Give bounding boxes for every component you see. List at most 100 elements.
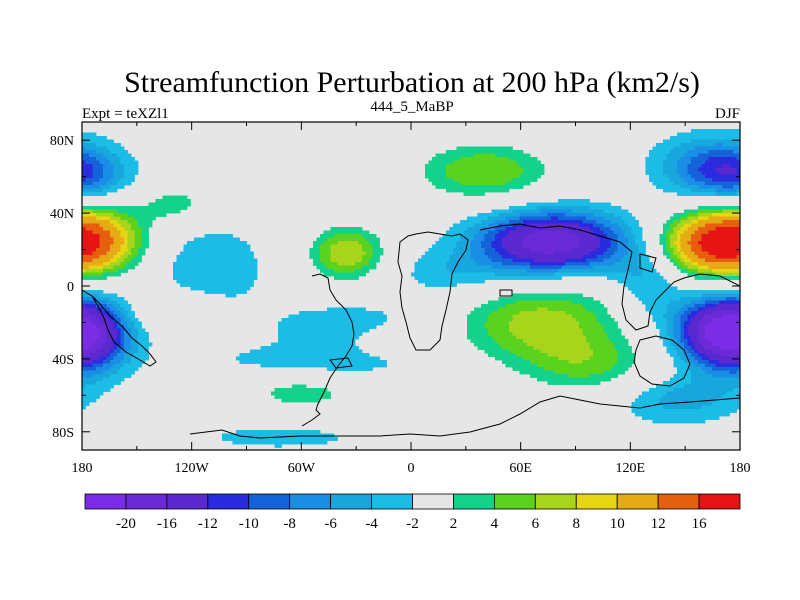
field-cell bbox=[127, 157, 132, 161]
field-cell bbox=[565, 269, 569, 273]
field-cell bbox=[89, 304, 93, 308]
field-cell bbox=[701, 237, 706, 242]
field-cell bbox=[495, 311, 499, 315]
field-cell bbox=[544, 227, 548, 231]
field-cell bbox=[187, 262, 191, 266]
field-cell bbox=[698, 213, 702, 217]
field-cell bbox=[533, 314, 538, 319]
field-cell bbox=[505, 251, 510, 256]
field-cell bbox=[708, 269, 713, 273]
field-cell bbox=[530, 293, 534, 298]
field-cell bbox=[698, 314, 702, 319]
field-cell bbox=[92, 325, 97, 329]
field-cell bbox=[85, 153, 90, 158]
field-cell bbox=[719, 251, 723, 256]
field-cell bbox=[561, 321, 566, 326]
field-cell bbox=[250, 269, 254, 273]
field-cell bbox=[446, 234, 450, 238]
field-cell bbox=[519, 227, 524, 231]
field-cell bbox=[589, 262, 594, 266]
field-cell bbox=[684, 174, 688, 179]
field-cell bbox=[649, 286, 653, 291]
field-cell bbox=[306, 318, 310, 322]
field-cell bbox=[113, 216, 118, 221]
field-cell bbox=[92, 262, 97, 266]
field-cell bbox=[736, 216, 740, 221]
field-cell bbox=[554, 209, 559, 214]
field-cell bbox=[694, 164, 699, 168]
field-cell bbox=[687, 234, 692, 238]
field-cell bbox=[330, 332, 335, 336]
field-cell bbox=[113, 143, 118, 147]
field-cell bbox=[110, 171, 114, 175]
field-cell bbox=[523, 293, 527, 298]
field-cell bbox=[435, 276, 440, 280]
field-cell bbox=[705, 185, 709, 189]
field-cell bbox=[320, 321, 324, 326]
field-cell bbox=[229, 248, 233, 252]
field-cell bbox=[89, 220, 93, 224]
field-cell bbox=[512, 174, 517, 179]
field-cell bbox=[460, 167, 464, 172]
field-cell bbox=[505, 241, 510, 245]
field-cell bbox=[341, 255, 345, 259]
field-cell bbox=[544, 230, 548, 235]
field-cell bbox=[673, 171, 678, 175]
field-cell bbox=[715, 328, 720, 333]
field-cell bbox=[526, 241, 531, 245]
field-cell bbox=[488, 223, 492, 228]
field-cell bbox=[561, 248, 566, 252]
field-cell bbox=[92, 335, 97, 340]
field-cell bbox=[358, 332, 363, 336]
field-cell bbox=[498, 146, 503, 151]
field-cell bbox=[572, 202, 576, 207]
field-cell bbox=[719, 136, 723, 140]
field-cell bbox=[586, 265, 590, 270]
field-cell bbox=[586, 321, 590, 326]
field-cell bbox=[733, 185, 737, 189]
field-cell bbox=[495, 265, 499, 270]
field-cell bbox=[712, 304, 716, 308]
field-cell bbox=[376, 321, 380, 326]
field-cell bbox=[327, 251, 331, 256]
field-cell bbox=[323, 272, 328, 277]
field-cell bbox=[547, 241, 552, 245]
field-cell bbox=[334, 230, 338, 235]
field-cell bbox=[89, 244, 93, 249]
field-cell bbox=[481, 223, 485, 228]
field-cell bbox=[502, 164, 506, 168]
field-cell bbox=[92, 255, 97, 259]
field-cell bbox=[589, 300, 594, 305]
field-cell bbox=[523, 220, 527, 224]
field-cell bbox=[495, 300, 499, 305]
field-cell bbox=[449, 150, 454, 154]
field-cell bbox=[453, 164, 457, 168]
field-cell bbox=[120, 265, 125, 270]
field-cell bbox=[670, 293, 674, 298]
field-cell bbox=[442, 255, 447, 259]
field-cell bbox=[701, 146, 706, 151]
field-cell bbox=[712, 153, 716, 158]
field-cell bbox=[106, 293, 111, 298]
field-cell bbox=[82, 192, 86, 196]
field-cell bbox=[194, 269, 198, 273]
field-cell bbox=[589, 255, 594, 259]
field-cell bbox=[547, 297, 552, 301]
field-cell bbox=[600, 325, 604, 329]
field-cell bbox=[134, 216, 139, 221]
field-cell bbox=[96, 276, 100, 280]
field-cell bbox=[680, 290, 685, 294]
field-cell bbox=[120, 227, 125, 231]
field-cell bbox=[330, 237, 335, 242]
field-cell bbox=[726, 262, 730, 266]
field-cell bbox=[579, 307, 583, 312]
field-cell bbox=[131, 216, 135, 221]
field-cell bbox=[565, 241, 569, 245]
field-cell bbox=[533, 237, 538, 242]
field-cell bbox=[600, 220, 604, 224]
field-cell bbox=[561, 311, 566, 315]
field-cell bbox=[540, 293, 545, 298]
field-cell bbox=[575, 258, 580, 263]
field-cell bbox=[470, 279, 475, 284]
field-cell bbox=[635, 262, 639, 266]
